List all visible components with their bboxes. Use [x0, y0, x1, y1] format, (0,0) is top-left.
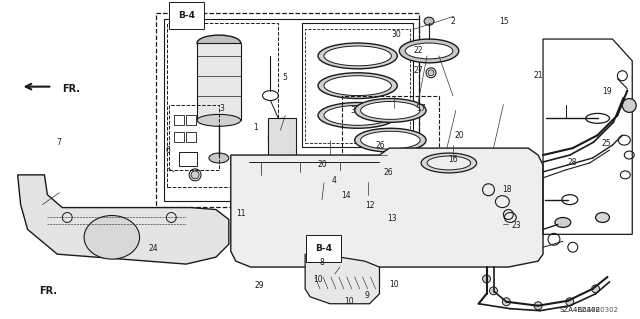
Text: SZA4B0302: SZA4B0302 [578, 307, 619, 313]
Text: 10: 10 [314, 275, 323, 284]
Ellipse shape [209, 153, 229, 163]
Text: 6: 6 [165, 145, 170, 154]
Ellipse shape [268, 118, 296, 158]
Text: SZA4B0302: SZA4B0302 [559, 307, 600, 313]
Text: 29: 29 [255, 281, 264, 291]
Bar [170, 106, 219, 170]
Bar [174, 132, 184, 142]
Ellipse shape [427, 156, 470, 170]
Bar [164, 19, 419, 201]
Bar [186, 115, 196, 125]
Bar [305, 29, 410, 143]
Ellipse shape [324, 76, 392, 96]
Ellipse shape [197, 115, 241, 126]
Ellipse shape [622, 99, 636, 112]
Text: 24: 24 [148, 243, 158, 253]
Ellipse shape [355, 99, 426, 122]
Text: FR.: FR. [40, 286, 58, 296]
Text: 16: 16 [449, 155, 458, 164]
Polygon shape [18, 175, 229, 264]
Ellipse shape [318, 43, 397, 69]
Ellipse shape [424, 17, 434, 25]
Text: 4: 4 [332, 175, 337, 185]
Text: 10: 10 [389, 280, 399, 289]
Text: 3: 3 [220, 104, 224, 113]
Ellipse shape [191, 171, 199, 179]
Ellipse shape [361, 101, 420, 119]
Text: 13: 13 [387, 213, 397, 222]
Circle shape [490, 287, 497, 295]
Text: 22: 22 [413, 46, 423, 55]
Text: 8: 8 [319, 258, 324, 267]
Text: 2: 2 [451, 18, 456, 26]
Polygon shape [197, 43, 241, 120]
Text: 18: 18 [502, 185, 512, 194]
Bar [174, 115, 184, 125]
Polygon shape [268, 118, 296, 155]
Text: 20: 20 [454, 131, 464, 140]
Text: 7: 7 [56, 137, 61, 147]
Ellipse shape [421, 153, 477, 173]
Text: 21: 21 [534, 71, 543, 80]
Text: 26: 26 [384, 168, 394, 177]
Text: 15: 15 [499, 18, 509, 26]
Ellipse shape [318, 102, 397, 128]
Ellipse shape [399, 39, 459, 63]
Bar [302, 23, 413, 147]
Text: B-4: B-4 [179, 11, 195, 20]
Text: FR.: FR. [62, 84, 80, 93]
Text: 12: 12 [365, 201, 374, 210]
Ellipse shape [318, 73, 397, 99]
Ellipse shape [405, 43, 453, 59]
Text: 28: 28 [568, 158, 577, 167]
Bar [167, 23, 278, 187]
Ellipse shape [355, 156, 426, 180]
Bar [186, 132, 196, 142]
Ellipse shape [361, 131, 420, 149]
Text: 3: 3 [351, 106, 355, 115]
Ellipse shape [84, 216, 140, 259]
Ellipse shape [197, 35, 241, 51]
Bar [156, 13, 419, 207]
Ellipse shape [361, 159, 420, 177]
Text: 5: 5 [283, 73, 287, 82]
Text: 9: 9 [365, 291, 369, 300]
Text: 25: 25 [602, 139, 612, 148]
Bar [342, 96, 439, 203]
Ellipse shape [324, 106, 392, 125]
Text: 10: 10 [344, 297, 353, 306]
Text: B-4: B-4 [315, 243, 332, 253]
Circle shape [534, 302, 542, 310]
Text: 27: 27 [413, 66, 423, 76]
Text: 19: 19 [602, 87, 612, 96]
Text: 20: 20 [317, 160, 326, 169]
Text: 17: 17 [417, 104, 426, 113]
Ellipse shape [596, 212, 609, 222]
Text: 30: 30 [392, 30, 402, 39]
Text: 26: 26 [376, 141, 385, 150]
Polygon shape [305, 254, 380, 304]
Ellipse shape [355, 128, 426, 152]
Circle shape [566, 298, 574, 306]
Circle shape [483, 275, 490, 283]
Circle shape [502, 298, 510, 306]
Ellipse shape [324, 46, 392, 66]
Ellipse shape [555, 218, 571, 227]
Text: 11: 11 [236, 209, 246, 218]
Text: 1: 1 [253, 123, 258, 132]
Text: 14: 14 [341, 191, 351, 200]
Text: 23: 23 [512, 221, 522, 230]
Circle shape [591, 285, 600, 293]
Bar [179, 152, 197, 166]
Polygon shape [231, 148, 543, 267]
Ellipse shape [428, 70, 434, 76]
